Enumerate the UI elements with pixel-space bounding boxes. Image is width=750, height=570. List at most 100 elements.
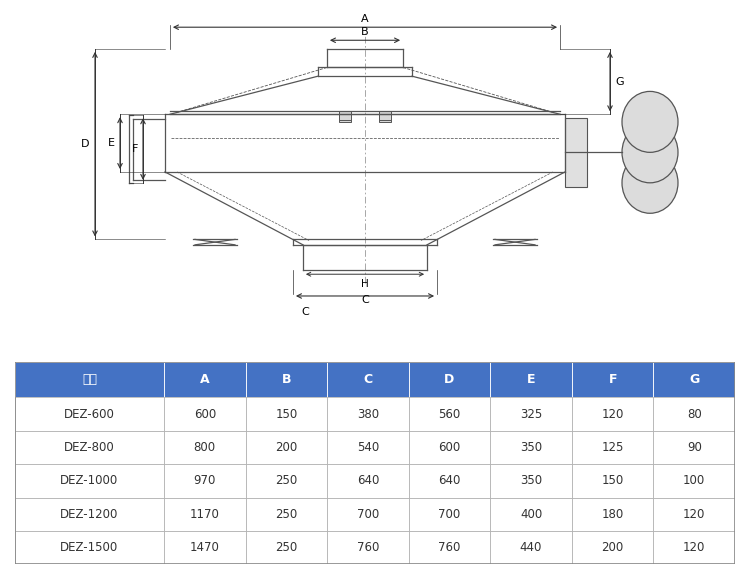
Bar: [245, 531, 327, 564]
Text: DEZ-1200: DEZ-1200: [60, 508, 118, 521]
Circle shape: [622, 152, 678, 213]
Text: 150: 150: [602, 474, 624, 487]
Text: 400: 400: [520, 508, 542, 521]
Text: 120: 120: [602, 408, 624, 421]
Text: H: H: [362, 279, 369, 288]
Bar: [572, 431, 653, 464]
Text: 90: 90: [687, 441, 702, 454]
Bar: [327, 397, 409, 431]
Text: A: A: [200, 373, 209, 386]
Bar: [490, 464, 572, 498]
Text: 325: 325: [520, 408, 542, 421]
Bar: [490, 397, 572, 431]
Bar: [245, 498, 327, 531]
Text: C: C: [301, 307, 309, 317]
Bar: [490, 431, 572, 464]
Text: 970: 970: [194, 474, 216, 487]
Bar: [15, 397, 164, 431]
Bar: [339, 114, 351, 122]
Bar: [653, 362, 735, 397]
Bar: [327, 362, 409, 397]
Bar: [409, 531, 491, 564]
Text: 440: 440: [520, 541, 542, 554]
Bar: [164, 362, 245, 397]
Bar: [490, 531, 572, 564]
Text: 760: 760: [438, 541, 460, 554]
Text: B: B: [281, 373, 291, 386]
Text: 120: 120: [683, 508, 706, 521]
Bar: [653, 464, 735, 498]
Text: DEZ-800: DEZ-800: [64, 441, 115, 454]
Bar: [572, 498, 653, 531]
Bar: [379, 111, 391, 120]
Bar: [164, 498, 245, 531]
Text: 200: 200: [275, 441, 298, 454]
Text: 1170: 1170: [190, 508, 220, 521]
Text: E: E: [108, 138, 115, 148]
Bar: [164, 464, 245, 498]
Text: 350: 350: [520, 474, 542, 487]
Bar: [409, 397, 491, 431]
Bar: [572, 362, 653, 397]
Text: 型号: 型号: [82, 373, 97, 386]
Bar: [245, 397, 327, 431]
Bar: [164, 397, 245, 431]
Bar: [653, 498, 735, 531]
Bar: [164, 431, 245, 464]
Text: 380: 380: [357, 408, 379, 421]
Bar: [409, 362, 491, 397]
Text: 150: 150: [275, 408, 298, 421]
Text: 640: 640: [357, 474, 379, 487]
Bar: [572, 397, 653, 431]
Bar: [339, 111, 351, 120]
Bar: [653, 431, 735, 464]
Text: C: C: [362, 295, 369, 305]
Bar: [245, 362, 327, 397]
Text: 250: 250: [275, 474, 298, 487]
Text: 250: 250: [275, 541, 298, 554]
Bar: [164, 531, 245, 564]
Text: F: F: [608, 373, 617, 386]
Text: 125: 125: [602, 441, 624, 454]
Bar: [327, 431, 409, 464]
Bar: [15, 464, 164, 498]
Bar: [490, 362, 572, 397]
Bar: [409, 464, 491, 498]
Circle shape: [622, 91, 678, 152]
Bar: [572, 531, 653, 564]
Text: DEZ-600: DEZ-600: [64, 408, 115, 421]
Bar: [15, 362, 164, 397]
Text: 760: 760: [357, 541, 379, 554]
Text: E: E: [526, 373, 536, 386]
Text: 80: 80: [687, 408, 701, 421]
Text: DEZ-1000: DEZ-1000: [60, 474, 118, 487]
Bar: [327, 498, 409, 531]
Text: 120: 120: [683, 541, 706, 554]
Text: 700: 700: [357, 508, 379, 521]
Text: 600: 600: [194, 408, 216, 421]
Text: 200: 200: [602, 541, 624, 554]
Text: D: D: [444, 373, 454, 386]
Bar: [245, 464, 327, 498]
Bar: [409, 431, 491, 464]
Text: DEZ-1500: DEZ-1500: [60, 541, 118, 554]
Text: 180: 180: [602, 508, 624, 521]
Text: G: G: [615, 76, 624, 87]
Text: B: B: [362, 27, 369, 37]
Bar: [327, 531, 409, 564]
Bar: [15, 431, 164, 464]
Text: C: C: [363, 373, 373, 386]
Text: 100: 100: [683, 474, 705, 487]
Bar: [490, 498, 572, 531]
Bar: [572, 464, 653, 498]
Text: D: D: [80, 139, 89, 149]
Bar: [379, 114, 391, 122]
Text: 540: 540: [357, 441, 379, 454]
Text: 700: 700: [438, 508, 460, 521]
Text: F: F: [132, 144, 138, 154]
Bar: [653, 397, 735, 431]
Text: 250: 250: [275, 508, 298, 521]
Bar: [409, 498, 491, 531]
Text: G: G: [689, 373, 699, 386]
Text: 350: 350: [520, 441, 542, 454]
